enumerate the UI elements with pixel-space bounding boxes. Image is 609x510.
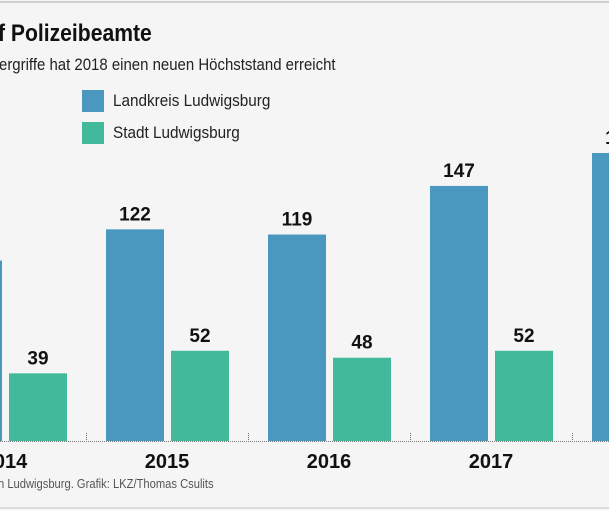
- legend-swatch-stadt: [82, 122, 104, 144]
- chart-subtitle: ergriffe hat 2018 einen neuen Höchststan…: [0, 55, 336, 74]
- bar-landkreis-2016: [268, 234, 326, 441]
- bar-stadt-2015: [171, 350, 229, 441]
- bar-stadt-2016: [333, 357, 391, 441]
- x-tick-label-2015: 2015: [145, 451, 190, 473]
- legend-label-stadt: Stadt Ludwigsburg: [113, 123, 240, 142]
- source-credit: n Ludwigsburg. Grafik: LKZ/Thomas Csulit…: [0, 476, 214, 491]
- data-label-stadt-2016: 48: [351, 333, 372, 354]
- data-label-landkreis-2015: 122: [119, 204, 151, 225]
- x-tick-label-2016: 2016: [307, 451, 352, 473]
- bar-stadt-2014: [9, 373, 67, 441]
- chart-title: f Polizeibeamte: [0, 20, 152, 47]
- top-border: [0, 1, 609, 3]
- bar-landkreis-2014: [0, 260, 2, 441]
- bar-stadt-2017: [495, 350, 553, 441]
- data-label-landkreis-2016: 119: [282, 210, 313, 231]
- bar-landkreis-2017: [430, 185, 488, 441]
- data-label-landkreis-2017: 147: [443, 161, 475, 182]
- legend-label-landkreis: Landkreis Ludwigsburg: [113, 91, 271, 110]
- data-label-stadt-2014: 39: [27, 348, 48, 369]
- x-tick-label-2017: 2017: [469, 451, 514, 473]
- data-label-stadt-2015: 52: [189, 326, 210, 347]
- bar-landkreis-2015: [106, 229, 164, 441]
- bottom-border: [0, 507, 609, 509]
- bar-landkreis-2018: [592, 152, 609, 442]
- legend-item-stadt: Stadt Ludwigsburg: [82, 122, 254, 144]
- legend-item-landkreis: Landkreis Ludwigsburg: [82, 90, 288, 112]
- legend-swatch-landkreis: [82, 90, 104, 112]
- data-label-landkreis-2018: 166: [605, 128, 609, 149]
- data-label-stadt-2017: 52: [513, 326, 534, 347]
- x-tick-label-2014: 2014: [0, 451, 28, 473]
